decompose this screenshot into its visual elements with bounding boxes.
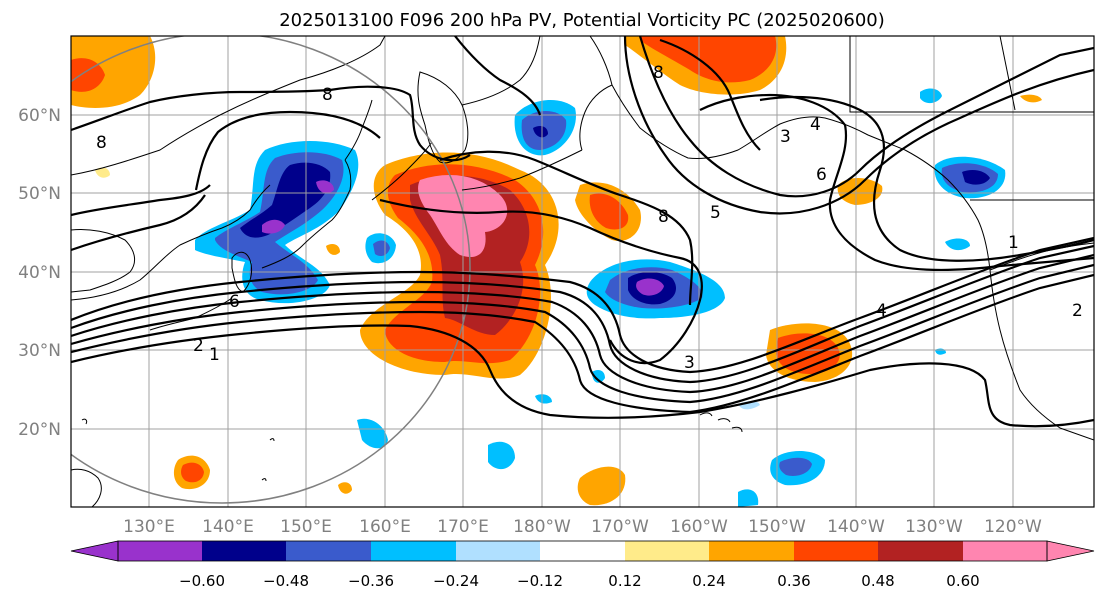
contour-label: 1 [209, 345, 220, 365]
map-frame [70, 35, 1095, 508]
negative-anomaly-south-1 [488, 441, 515, 470]
positive-anomaly-northwest [71, 36, 156, 108]
colorbar-tick-label: −0.24 [433, 572, 479, 590]
positive-anomaly-tiny-3 [95, 167, 110, 178]
contour-label: 4 [876, 301, 887, 321]
colorbar-tick-label: 0.24 [692, 572, 725, 590]
colorbar-segment [456, 541, 540, 561]
colorbar-segment [625, 541, 709, 561]
colorbar-segment [202, 541, 286, 561]
lat-label: 50°N [18, 184, 61, 204]
colorbar-tick-label: −0.60 [179, 572, 225, 590]
contour-label: 8 [322, 85, 333, 105]
colorbar-tick-label: −0.12 [517, 572, 563, 590]
colorbar-extend-high [1046, 540, 1095, 562]
positive-anomaly-shading [71, 36, 1042, 506]
negative-anomaly-hawaii-east-blue [779, 457, 812, 476]
negative-anomaly-pt-2 [535, 394, 552, 404]
positive-anomaly-southwest-red [181, 462, 204, 483]
contour-label: 4 [810, 115, 821, 135]
reference-circle [71, 36, 471, 504]
contour-label: 6 [229, 292, 240, 312]
lon-label: 180°W [513, 517, 571, 537]
pv-contours [71, 36, 1094, 428]
lon-label: 140°W [827, 517, 885, 537]
colorbar-segment [709, 541, 794, 561]
latitude-labels: 60°N 50°N 40°N 30°N 20°N [18, 106, 61, 440]
positive-anomaly-northwest-red [71, 58, 105, 92]
positive-anomaly-tiny-2 [326, 244, 340, 255]
negative-anomaly-bc-small [945, 238, 970, 251]
colorbar-ticks: −0.60 −0.48 −0.36 −0.24 −0.12 0.12 0.24 … [179, 572, 980, 590]
positive-anomaly-tiny-1 [338, 482, 352, 494]
colorbar-segment [878, 541, 963, 561]
lat-label: 40°N [18, 263, 61, 283]
colorbar-frame [117, 540, 1048, 562]
longitude-labels: 130°E 140°E 150°E 160°E 170°E 180°W 170°… [123, 517, 1042, 537]
contour-label: 8 [96, 133, 107, 153]
colorbar-segment [371, 541, 456, 561]
colorbar-tick-label: 0.60 [946, 572, 979, 590]
negative-anomaly-japan-purple-2 [316, 180, 334, 194]
negative-anomaly-shading [195, 88, 1006, 507]
contour-label: 1 [1008, 233, 1019, 253]
lon-label: 120°W [984, 517, 1042, 537]
colorbar-extend-low [70, 540, 119, 562]
negative-anomaly-bering-navy [533, 126, 548, 138]
colorbar-tick-label: 0.12 [608, 572, 641, 590]
negative-anomaly-japan-navy [240, 162, 331, 238]
positive-anomaly-tiny-4 [1020, 94, 1042, 103]
lon-label: 140°E [202, 517, 254, 537]
contour-labels: 8 8 6 2 1 8 5 3 4 6 8 1 4 3 2 [96, 63, 1083, 373]
positive-anomaly-alaska [837, 177, 883, 205]
negative-anomaly-alaska-small [920, 88, 942, 104]
lon-label: 150°W [748, 517, 806, 537]
colorbar-segment [540, 541, 625, 561]
positive-anomaly-east-small-red [589, 193, 629, 230]
positive-anomaly-north-red [640, 36, 777, 83]
map-panel: 8 8 6 2 1 8 5 3 4 6 8 1 4 3 2 [70, 35, 1095, 508]
colorbar-segment [118, 541, 202, 561]
contour-label: 8 [653, 63, 664, 83]
lat-label: 60°N [18, 106, 61, 126]
negative-anomaly-pt-1 [592, 370, 605, 383]
lon-label: 130°W [905, 517, 963, 537]
colorbar-segment [963, 541, 1047, 561]
colorbar-segment [794, 541, 878, 561]
lon-label: 160°W [670, 517, 728, 537]
contour-label: 8 [658, 207, 669, 227]
negative-anomaly-central-purple [636, 278, 664, 296]
negative-anomaly-ne-asia-blue [373, 240, 390, 256]
colorbar-tick-label: 0.48 [861, 572, 894, 590]
negative-anomaly-south-2 [738, 489, 759, 507]
colorbar-tick-label: −0.36 [348, 572, 394, 590]
lon-label: 160°E [359, 517, 411, 537]
colorbar-segment [286, 541, 371, 561]
lon-label: 170°W [591, 517, 649, 537]
contour-label: 5 [710, 203, 721, 223]
colorbar-tick-label: −0.48 [263, 572, 309, 590]
positive-anomaly-south [577, 466, 626, 506]
graticule [71, 36, 1094, 507]
negative-anomaly-bc-navy [962, 170, 990, 185]
contour-label: 3 [684, 353, 695, 373]
lat-label: 30°N [18, 341, 61, 361]
figure-title: 2025013100 F096 200 hPa PV, Potential Vo… [279, 10, 885, 31]
negative-anomaly-japan-purple [262, 219, 285, 234]
lon-label: 150°E [280, 517, 332, 537]
contour-label: 2 [1072, 301, 1083, 321]
lon-label: 170°E [437, 517, 489, 537]
lat-label: 20°N [18, 420, 61, 440]
colorbar: −0.60 −0.48 −0.36 −0.24 −0.12 0.12 0.24 … [70, 540, 1095, 590]
lon-label: 130°E [123, 517, 175, 537]
colorbar-tick-label: 0.36 [777, 572, 810, 590]
contour-label: 2 [193, 336, 204, 356]
colorbar-segments [118, 541, 1047, 561]
contour-label: 3 [780, 127, 791, 147]
contour-label: 6 [816, 165, 827, 185]
negative-anomaly-sea [357, 418, 388, 449]
